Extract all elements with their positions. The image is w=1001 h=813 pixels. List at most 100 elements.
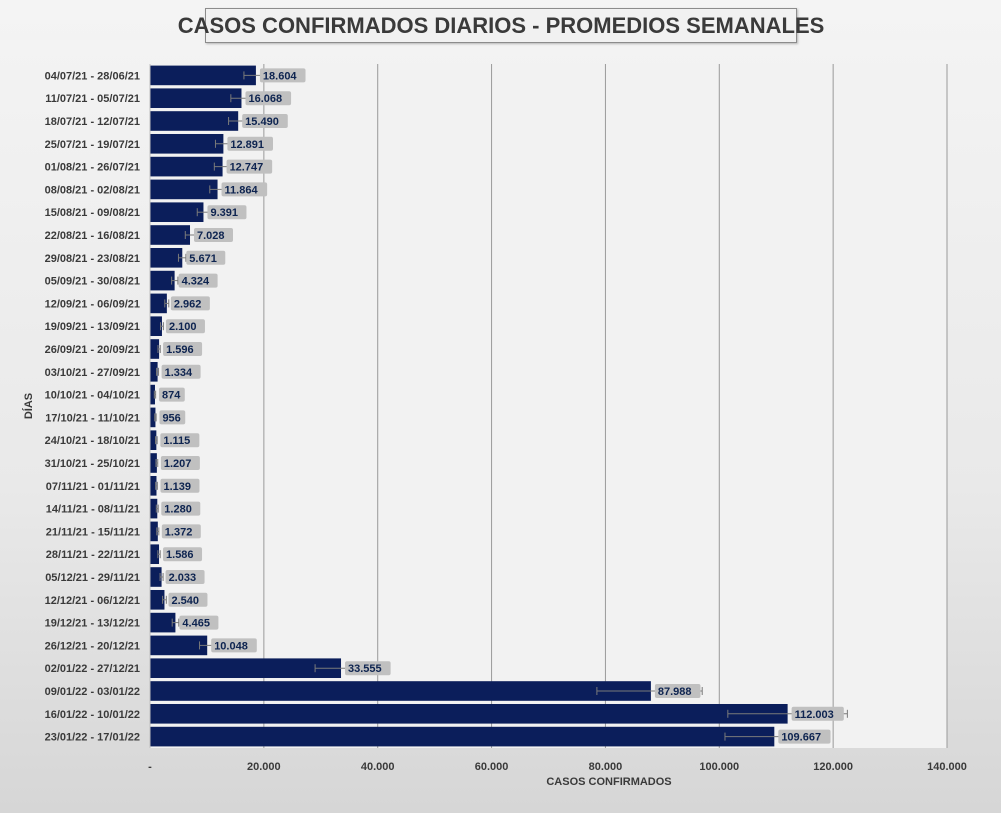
bar [150,521,158,542]
error-bar [156,367,160,376]
value-label: 16.068 [248,93,282,105]
value-label: 1.207 [164,458,192,470]
value-label-bg [160,433,200,448]
x-tick-label: 140.000 [927,761,967,773]
value-label-bg [207,205,247,220]
value-label: 956 [162,412,180,424]
category-label: 22/08/21 - 16/08/21 [45,230,140,242]
category-label: 05/12/21 - 29/11/21 [45,572,140,584]
bar [150,156,223,177]
value-label: 10.048 [214,640,248,652]
bar [150,316,162,337]
error-bar [154,413,157,422]
bar [150,202,204,223]
category-label: 23/01/22 - 17/01/22 [45,732,140,744]
bar [150,339,160,359]
bar [150,225,191,245]
value-label-bg [178,273,218,288]
category-label: 10/10/21 - 04/10/21 [45,390,140,402]
bar-series [150,65,788,747]
bar [150,179,218,200]
category-label: 19/09/21 - 13/09/21 [45,321,140,333]
x-tick-label: 60.000 [475,761,509,773]
bar [150,726,775,747]
value-label: 12.891 [230,139,264,151]
value-label: 1.115 [163,435,190,447]
value-label-bg [165,570,205,584]
value-label: 9.391 [210,207,238,219]
value-label: 2.033 [169,572,197,584]
bar [150,133,224,154]
bar [150,567,162,587]
error-bar [155,481,158,490]
value-label-bg [211,638,257,653]
bar [150,703,788,724]
x-tick-labels: - 20.000 40.000 60.000 80.000 100.000 120.000 1… [148,761,967,773]
category-label: 08/08/21 - 02/08/21 [45,184,140,196]
chart-title: CASOS CONFIRMADOS DIARIOS - PROMEDIOS SE… [178,8,824,43]
value-label: 109.667 [781,732,821,744]
value-label: 87.988 [658,686,692,698]
category-label: 17/10/21 - 11/10/21 [45,412,140,424]
error-bar [171,276,179,285]
error-bar [156,527,160,536]
value-label: 1.596 [166,344,194,356]
value-label-bg [345,661,391,676]
value-label: 4.324 [182,276,210,288]
category-label: 12/09/21 - 06/09/21 [45,298,140,310]
x-tick-label: 120.000 [813,761,853,773]
category-label: 14/11/21 - 08/11/21 [46,504,140,516]
bar [150,270,175,291]
bar [150,475,157,496]
category-label: 25/07/21 - 19/07/21 [45,139,140,151]
value-label-bg [160,478,200,493]
bar [150,407,156,428]
category-label: 24/10/21 - 18/10/21 [45,435,140,447]
error-bar [160,322,164,331]
category-label: 16/01/22 - 10/01/22 [45,709,140,721]
value-label: 7.028 [197,230,225,242]
category-label: 07/11/21 - 01/11/21 [46,481,140,493]
category-label: 19/12/21 - 13/12/21 [45,618,140,630]
category-label: 26/12/21 - 20/12/21 [45,640,140,652]
category-labels: 04/07/21 - 28/06/21 11/07/21 - 05/07/21 18… [45,70,140,743]
value-label: 2.962 [174,298,202,310]
error-bar [159,573,164,581]
value-label: 2.540 [171,595,199,607]
x-tick-label: 40.000 [361,761,395,773]
value-label-bg [179,615,219,630]
category-label: 03/10/21 - 27/09/21 [45,367,140,379]
bar [150,658,342,679]
value-label-bg [227,136,273,151]
value-label-bg [158,387,185,402]
error-bar [162,595,167,604]
bar [150,361,158,382]
error-bar [171,618,180,627]
error-bar [177,253,187,262]
bar [150,453,157,473]
category-label: 15/08/21 - 09/08/21 [45,207,140,219]
error-bar [157,345,161,353]
error-bar [155,459,159,467]
value-label: 2.100 [169,321,197,333]
x-tick-label: 100.000 [699,761,739,773]
bar [150,635,208,656]
value-label-bg [245,91,292,106]
value-label-bg [165,319,205,334]
value-label-bg [791,706,844,721]
category-label: 02/01/22 - 27/12/21 [45,663,140,675]
error-bar [155,504,159,513]
value-label: 1.586 [166,549,194,561]
value-label: 1.139 [163,481,191,493]
value-label: 15.490 [245,116,279,128]
value-label-bg [161,501,201,516]
category-label: 26/09/21 - 20/09/21 [45,344,140,356]
bar [150,430,157,451]
value-label-bg [170,296,210,311]
value-label-bg [242,114,288,128]
bar [150,88,242,109]
value-label: 1.280 [164,504,192,516]
x-tick-label: - [148,761,152,773]
